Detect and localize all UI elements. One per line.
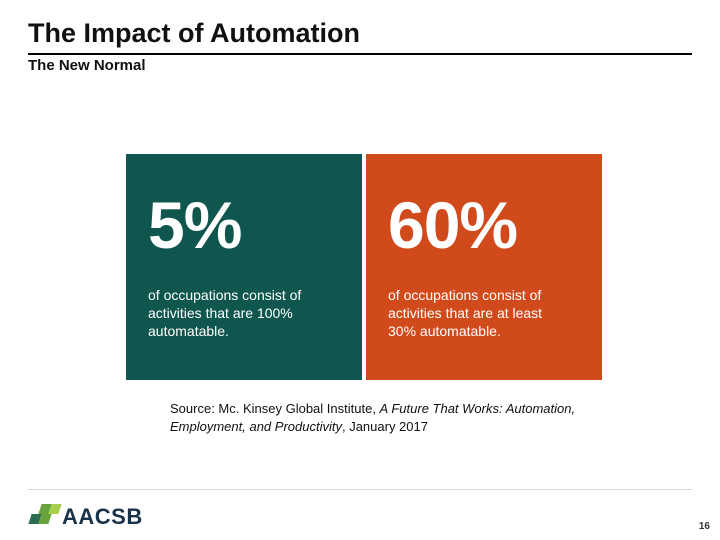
stat-value-right: 60% [388, 192, 582, 258]
logo-square-2 [38, 514, 51, 524]
stat-value-left: 5% [148, 192, 342, 258]
source-citation: Source: Mc. Kinsey Global Institute, A F… [170, 400, 650, 435]
source-suffix: , January 2017 [342, 419, 428, 434]
logo-mark-icon [28, 502, 58, 532]
brand-logo: AACSB [28, 502, 143, 532]
source-prefix: Source: Mc. Kinsey Global Institute, [170, 401, 380, 416]
page-subtitle: The New Normal [28, 57, 146, 74]
stat-desc-right: of occupations consist of activities tha… [388, 286, 558, 341]
page-title: The Impact of Automation [28, 18, 360, 49]
logo-text: AACSB [62, 504, 143, 530]
title-rule [28, 53, 692, 55]
stat-panel-right: 60% of occupations consist of activities… [366, 154, 602, 380]
page-number: 16 [699, 521, 710, 532]
slide: { "header": { "title": "The Impact of Au… [0, 0, 720, 540]
stat-desc-left: of occupations consist of activities tha… [148, 286, 318, 341]
footer-rule [28, 489, 692, 490]
logo-square-4 [48, 504, 61, 514]
stat-panel-left: 5% of occupations consist of activities … [126, 154, 362, 380]
